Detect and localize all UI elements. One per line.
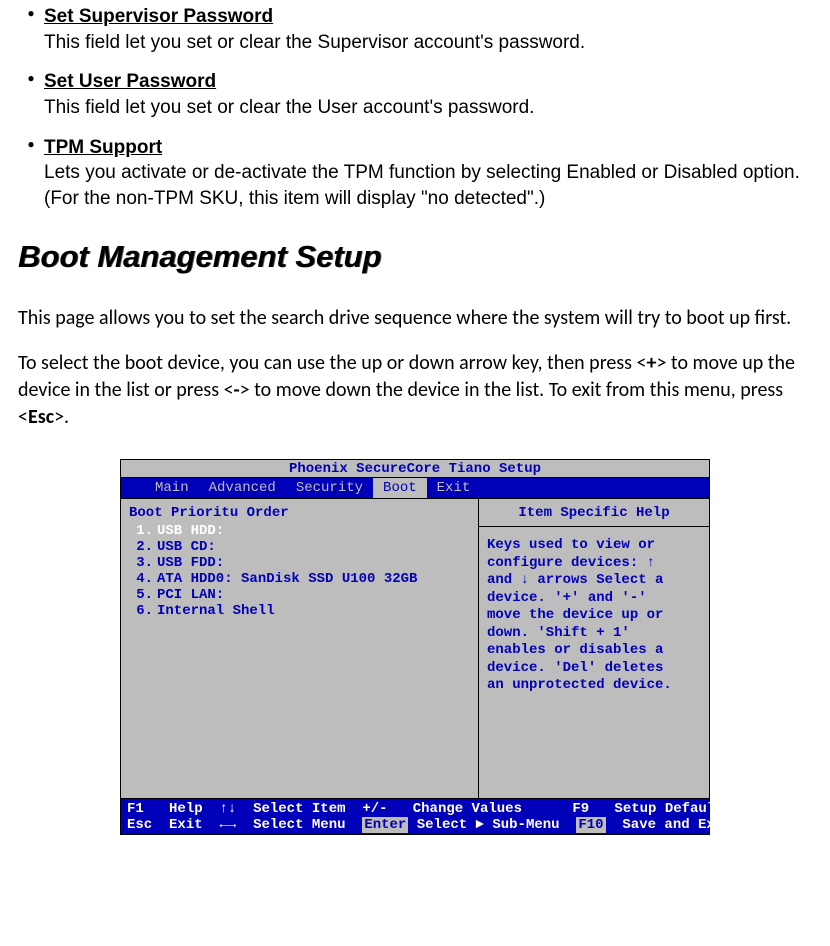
bios-tab-exit[interactable]: Exit (427, 478, 481, 498)
boot-item-label: PCI LAN: (157, 587, 224, 603)
help-header: Item Specific Help (479, 499, 709, 527)
boot-item-number: 3. (129, 555, 157, 571)
boot-priority-header: Boot Prioritu Order (129, 505, 470, 521)
footer-arrow: ←→ (219, 817, 236, 833)
list-item-body: Set Supervisor Password This field let y… (44, 4, 812, 55)
boot-item-label: Internal Shell (157, 603, 275, 619)
footer-label: Save and Exit (622, 817, 731, 833)
bios-tab-security[interactable]: Security (286, 478, 373, 498)
bios-screenshot: Phoenix SecureCore Tiano Setup Main Adva… (120, 459, 710, 835)
spacer (522, 801, 572, 817)
help-line: and ↓ arrows Select a (487, 572, 701, 590)
section-heading: Boot Management Setup (18, 239, 812, 275)
item-description: This field let you set or clear the Supe… (44, 30, 812, 56)
list-item: ● TPM Support Lets you activate or de-ac… (18, 135, 812, 212)
paragraph: To select the boot device, you can use t… (18, 350, 812, 431)
item-title: TPM Support (44, 135, 812, 161)
spacer (152, 817, 169, 833)
spacer (236, 801, 253, 817)
bios-boot-list: Boot Prioritu Order 1. USB HDD: 2. USB C… (121, 499, 479, 798)
list-item-body: Set User Password This field let you set… (44, 69, 812, 120)
item-title: Set User Password (44, 69, 812, 95)
text-run: >. (54, 405, 69, 429)
spacer (203, 817, 220, 833)
footer-key-enter: Enter (362, 817, 408, 833)
paragraph: This page allows you to set the search d… (18, 305, 812, 332)
help-line: device. 'Del' deletes (487, 660, 701, 678)
spacer (346, 801, 363, 817)
bios-tab-main[interactable]: Main (145, 478, 199, 498)
footer-key: F9 (572, 801, 589, 817)
bios-footer: F1 Help ↑↓ Select Item +/- Change Values… (121, 798, 709, 834)
footer-label: Select Menu (253, 817, 345, 833)
list-item-body: TPM Support Lets you activate or de-acti… (44, 135, 812, 212)
item-description: Lets you activate or de-activate the TPM… (44, 160, 812, 211)
help-line: an unprotected device. (487, 677, 701, 695)
boot-item[interactable]: 5. PCI LAN: (129, 587, 470, 603)
key-plus: + (646, 351, 656, 375)
spacer (388, 801, 413, 817)
item-description: This field let you set or clear the User… (44, 95, 812, 121)
spacer (606, 817, 623, 833)
text-run: To select the boot device, you can use t… (18, 351, 646, 375)
document-page: ● Set Supervisor Password This field let… (0, 0, 830, 853)
boot-item-label: USB CD: (157, 539, 216, 555)
help-line: down. 'Shift + 1' (487, 625, 701, 643)
bios-titlebar: Phoenix SecureCore Tiano Setup (121, 460, 709, 478)
footer-key-f10: F10 (576, 817, 605, 833)
spacer (203, 801, 220, 817)
boot-item-number: 6. (129, 603, 157, 619)
help-line: Keys used to view or (487, 537, 701, 555)
footer-label: Select Item (253, 801, 345, 817)
help-line: configure devices: ↑ (487, 555, 701, 573)
footer-label: Help (169, 801, 203, 817)
bullet-icon: ● (18, 4, 44, 55)
boot-item-label: USB FDD: (157, 555, 224, 571)
boot-item-number: 1. (129, 523, 157, 539)
footer-key: Esc (127, 817, 152, 833)
boot-item[interactable]: 2. USB CD: (129, 539, 470, 555)
bios-tab-boot[interactable]: Boot (373, 478, 427, 498)
footer-row: Esc Exit ←→ Select Menu Enter Select ► S… (127, 817, 703, 833)
footer-label: Setup Defaults (614, 801, 732, 817)
help-line: device. '+' and '-' (487, 590, 701, 608)
bullet-icon: ● (18, 69, 44, 120)
boot-item-number: 5. (129, 587, 157, 603)
help-line: move the device up or (487, 607, 701, 625)
spacer (560, 817, 577, 833)
bullet-icon: ● (18, 135, 44, 212)
bios-help-panel: Item Specific Help Keys used to view or … (479, 499, 709, 798)
footer-label: Change Values (413, 801, 522, 817)
bios-body: Boot Prioritu Order 1. USB HDD: 2. USB C… (121, 498, 709, 798)
footer-key: +/- (362, 801, 387, 817)
boot-item[interactable]: 4. ATA HDD0: SanDisk SSD U100 32GB (129, 571, 470, 587)
footer-row: F1 Help ↑↓ Select Item +/- Change Values… (127, 801, 703, 817)
spacer (236, 817, 253, 833)
list-item: ● Set User Password This field let you s… (18, 69, 812, 120)
spacer (408, 817, 416, 833)
spacer (589, 801, 614, 817)
key-esc: Esc (28, 405, 54, 429)
bios-tab-advanced[interactable]: Advanced (199, 478, 286, 498)
boot-item-number: 2. (129, 539, 157, 555)
list-item: ● Set Supervisor Password This field let… (18, 4, 812, 55)
boot-item[interactable]: 1. USB HDD: (129, 523, 470, 539)
feature-list: ● Set Supervisor Password This field let… (18, 4, 812, 211)
footer-arrow: ↑↓ (219, 801, 236, 817)
help-body: Keys used to view or configure devices: … (479, 527, 709, 705)
help-line: enables or disables a (487, 642, 701, 660)
boot-item[interactable]: 6. Internal Shell (129, 603, 470, 619)
boot-item-label: USB HDD: (157, 523, 224, 539)
footer-key: F1 (127, 801, 144, 817)
boot-item[interactable]: 3. USB FDD: (129, 555, 470, 571)
spacer (346, 817, 363, 833)
spacer (144, 801, 169, 817)
boot-item-label: ATA HDD0: SanDisk SSD U100 32GB (157, 571, 417, 587)
boot-item-number: 4. (129, 571, 157, 587)
footer-label: Exit (169, 817, 203, 833)
footer-label: Select ► Sub-Menu (417, 817, 560, 833)
bios-menubar: Main Advanced Security Boot Exit (121, 478, 709, 498)
item-title: Set Supervisor Password (44, 4, 812, 30)
